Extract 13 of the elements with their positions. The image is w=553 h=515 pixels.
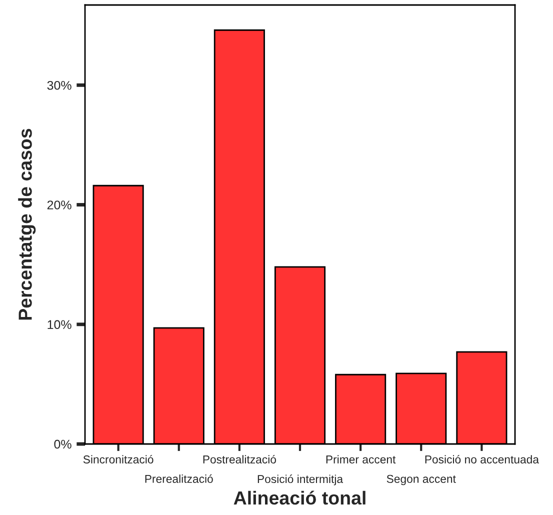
y-tick-label: 10% bbox=[48, 320, 72, 330]
y-tick-label: 0% bbox=[54, 440, 72, 449]
y-tick-label: 20% bbox=[47, 200, 72, 210]
x-tick-label: Posició intermitja bbox=[258, 474, 344, 486]
x-axis-title: Alineació tonal bbox=[234, 490, 366, 505]
x-tick-label: Sincronització bbox=[83, 454, 154, 464]
x-tick-label: Segon accent bbox=[386, 474, 456, 486]
x-tick-label: Primer accent bbox=[326, 455, 396, 464]
x-tick-label: Posició no accentuada bbox=[425, 454, 539, 464]
y-axis-title: Percentatge de casos bbox=[18, 128, 36, 320]
y-tick-label: 30% bbox=[47, 80, 72, 90]
x-tick-label: Postrealització bbox=[203, 454, 276, 464]
x-tick-label: Prerealització bbox=[145, 474, 213, 483]
